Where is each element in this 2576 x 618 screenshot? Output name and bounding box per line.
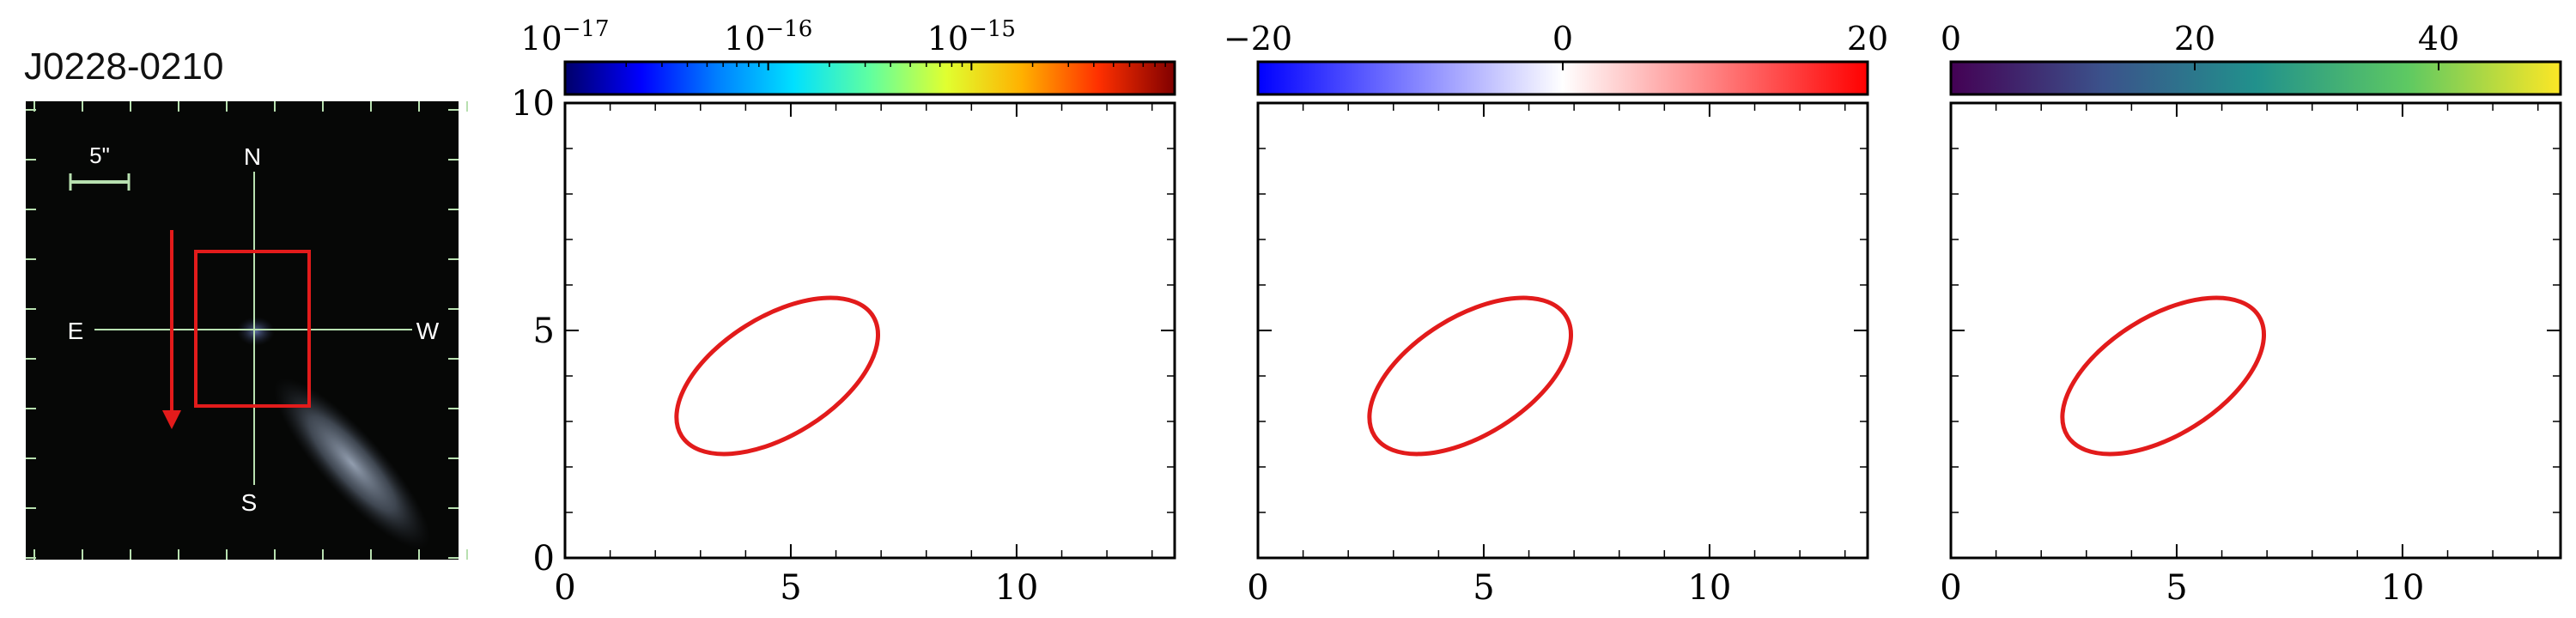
flux-aperture-ellipse <box>674 295 881 457</box>
flux-x-tick-label: 10 <box>994 568 1038 608</box>
velocity-map-panel: −20 0 20 0 5 10 <box>1224 20 1888 608</box>
extended-galaxy <box>273 378 431 549</box>
velocity-colorbar-tick-label: −20 <box>1224 20 1292 58</box>
dispersion-aperture-ellipse <box>2060 295 2267 457</box>
velocity-x-tick-label: 10 <box>1687 568 1731 608</box>
dispersion-x-tick-label: 5 <box>2166 568 2187 608</box>
compass-west-label: W <box>416 318 440 344</box>
velocity-axes-frame <box>1256 101 1869 560</box>
map-panels: 10−17 10−16 10−15 0 5 10 0 5 10 −20 0 20 0 5 10 0 20 40 0 5… <box>511 16 2562 608</box>
target-galaxy <box>237 317 275 346</box>
dispersion-map-panel: 0 20 40 0 5 10 <box>1940 20 2562 608</box>
flux-colorbar-tick-label: 10−15 <box>927 16 1016 58</box>
flux-y-tick-label: 0 <box>533 539 555 579</box>
dispersion-x-tick-label: 10 <box>2380 568 2424 608</box>
ifu-field-box <box>194 250 311 408</box>
velocity-x-tick-label: 0 <box>1247 568 1268 608</box>
flux-x-tick-label: 5 <box>780 568 801 608</box>
flux-map-panel: 10−17 10−16 10−15 0 5 10 0 5 10 <box>511 16 1176 608</box>
scale-bar-label: 5" <box>89 142 110 168</box>
flux-y-tick-label: 5 <box>533 312 555 351</box>
velocity-aperture-ellipse <box>1367 295 1574 457</box>
velocity-colorbar-tick-label: 20 <box>1847 20 1888 58</box>
direction-arrow-head <box>162 410 181 429</box>
velocity-colorbar-tick-label: 0 <box>1552 20 1573 58</box>
object-name: J0228-0210 <box>24 45 223 88</box>
dispersion-colorbar-tick-label: 20 <box>2174 20 2215 58</box>
dispersion-colorbar-tick-label: 0 <box>1941 20 1961 58</box>
compass-north-label: N <box>244 143 261 170</box>
dispersion-colorbar-tick-label: 40 <box>2418 20 2459 58</box>
dispersion-x-tick-label: 0 <box>1940 568 1961 608</box>
sky-image-panel: 5" N S E W <box>26 101 468 560</box>
flux-x-tick-label: 0 <box>554 568 575 608</box>
flux-colorbar-tick-label: 10−17 <box>520 16 609 58</box>
velocity-x-tick-label: 5 <box>1473 568 1494 608</box>
compass-south-label: S <box>241 489 258 516</box>
compass-east-label: E <box>68 318 84 344</box>
flux-y-tick-label: 10 <box>511 84 555 124</box>
dispersion-colorbar <box>1949 60 2562 96</box>
flux-colorbar <box>563 60 1176 96</box>
compass-cross <box>94 172 412 485</box>
image-edge-ticks <box>26 101 468 560</box>
flux-axes-frame <box>563 101 1176 560</box>
dispersion-axes-frame <box>1949 101 2562 560</box>
flux-colorbar-tick-label: 10−16 <box>724 16 812 58</box>
